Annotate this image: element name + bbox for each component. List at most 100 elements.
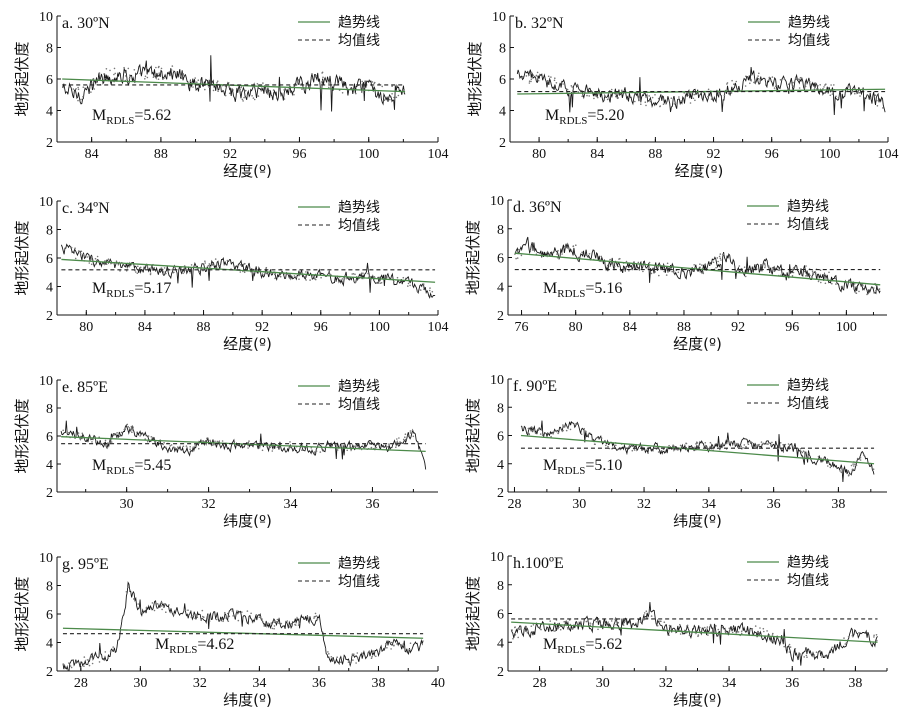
- profile-point: [680, 445, 683, 448]
- profile-point: [391, 93, 393, 95]
- mean-annotation-value: =5.10: [585, 457, 622, 474]
- y-tick-label: 10: [39, 374, 53, 389]
- profile-point: [373, 81, 376, 84]
- profile-line: [520, 420, 875, 483]
- profile-point: [773, 270, 776, 273]
- profile-point: [644, 101, 647, 103]
- profile-point: [89, 438, 92, 441]
- mean-annotation-subscript: RDLS: [106, 465, 134, 477]
- profile-point: [526, 632, 529, 634]
- profile-point: [666, 262, 669, 265]
- profile-point: [858, 290, 860, 293]
- profile-point: [322, 76, 324, 79]
- profile-point: [624, 269, 626, 272]
- profile-point: [693, 93, 695, 96]
- profile-point: [86, 659, 89, 661]
- profile-point: [260, 87, 263, 90]
- profile-point: [600, 255, 602, 258]
- mean-annotation: MRDLS=5.45: [92, 457, 171, 477]
- profile-point: [234, 616, 236, 618]
- profile-point: [634, 93, 636, 95]
- y-tick-label: 10: [39, 10, 53, 25]
- profile-point: [643, 612, 646, 614]
- profile-point: [843, 637, 845, 639]
- profile-point: [189, 448, 191, 451]
- y-tick-label: 2: [499, 136, 506, 151]
- profile-point: [409, 642, 412, 644]
- profile-point: [192, 86, 194, 88]
- profile-point: [731, 631, 734, 634]
- profile-point: [859, 459, 862, 461]
- profile-line: [60, 243, 436, 299]
- profile-point: [243, 96, 245, 99]
- profile-point: [69, 665, 72, 667]
- profile-point: [139, 607, 141, 609]
- profile-point: [724, 631, 727, 633]
- profile-point: [787, 87, 790, 90]
- y-tick-label: 4: [497, 458, 504, 473]
- profile-point: [690, 92, 692, 94]
- profile-point: [149, 272, 152, 274]
- mean-annotation-subscript: RDLS: [106, 115, 134, 127]
- profile-point: [110, 441, 113, 443]
- profile-point: [555, 619, 558, 621]
- profile-point: [659, 105, 661, 108]
- profile-point: [361, 80, 364, 83]
- profile-point: [808, 452, 810, 455]
- profile-point: [165, 446, 167, 449]
- profile-point: [89, 259, 92, 261]
- profile-point: [575, 423, 577, 425]
- profile-point: [758, 72, 760, 75]
- profile-point: [388, 444, 390, 447]
- profile-point: [319, 271, 322, 274]
- profile-point: [736, 443, 738, 445]
- profile-point: [398, 437, 400, 439]
- profile-point: [116, 432, 118, 434]
- profile-point: [240, 86, 242, 89]
- profile-point: [387, 445, 389, 448]
- profile-point: [227, 620, 230, 622]
- profile-point: [547, 75, 550, 78]
- profile-point: [250, 612, 252, 615]
- profile-point: [773, 87, 776, 89]
- profile-point: [237, 619, 240, 622]
- profile-point: [586, 94, 588, 97]
- profile-point: [528, 82, 531, 84]
- profile-point: [108, 441, 111, 444]
- mean-annotation: MRDLS=5.62: [92, 107, 171, 127]
- profile-point: [283, 98, 286, 100]
- profile-point: [817, 455, 820, 458]
- profile-point: [372, 650, 375, 652]
- x-tick-label: 34: [284, 497, 298, 512]
- profile-point: [792, 267, 795, 269]
- profile-point: [160, 67, 163, 70]
- profile-point: [764, 265, 766, 267]
- profile-point: [697, 635, 699, 638]
- profile-point: [311, 73, 313, 75]
- profile-point: [328, 86, 330, 89]
- profile-point: [314, 612, 317, 615]
- x-tick-label: 88: [677, 320, 691, 335]
- profile-point: [794, 77, 797, 79]
- profile-point: [591, 439, 594, 441]
- profile-point: [244, 262, 246, 265]
- profile-point: [68, 662, 70, 664]
- profile-point: [182, 272, 184, 275]
- legend-trend-label: 趋势线: [787, 199, 829, 215]
- profile-point: [710, 98, 713, 100]
- profile-point: [645, 95, 648, 98]
- profile-point: [125, 71, 127, 74]
- profile-point: [528, 74, 530, 76]
- mean-annotation-subscript: RDLS: [557, 644, 585, 656]
- profile-point: [136, 431, 138, 434]
- profile-point: [321, 81, 323, 83]
- profile-point: [232, 89, 234, 91]
- profile-point: [525, 75, 528, 77]
- profile-point: [807, 456, 809, 458]
- profile-point: [91, 662, 94, 665]
- profile-point: [609, 265, 612, 267]
- x-tick-label: 76: [515, 320, 529, 335]
- profile-point: [161, 608, 163, 611]
- profile-point: [353, 445, 356, 448]
- profile-point: [876, 639, 878, 642]
